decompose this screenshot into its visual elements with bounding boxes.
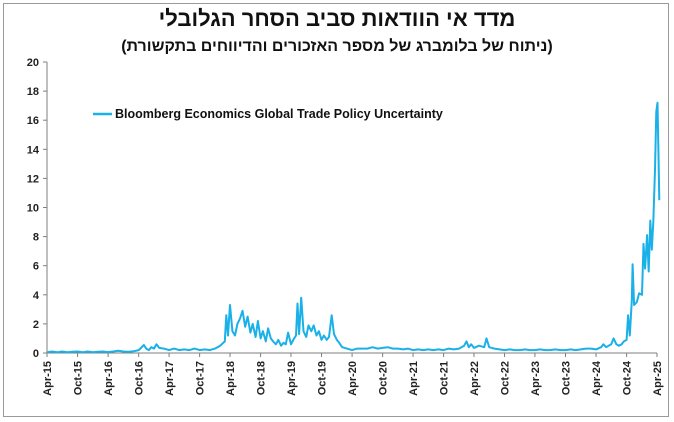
y-tick-label: 20: [27, 57, 39, 69]
x-tick-label: Apr-24: [591, 360, 603, 396]
legend: Bloomberg Economics Global Trade Policy …: [93, 107, 443, 121]
x-tick-label: Oct-16: [134, 361, 146, 395]
x-tick-label: Oct-20: [378, 361, 390, 395]
x-tick-label: Apr-16: [103, 361, 115, 396]
x-tick-label: Apr-21: [408, 361, 420, 396]
x-tick-label: Apr-17: [164, 361, 176, 396]
legend-label: Bloomberg Economics Global Trade Policy …: [115, 107, 443, 121]
x-tick-label: Oct-22: [500, 361, 512, 395]
x-tick-label: Apr-19: [286, 361, 298, 396]
y-tick-label: 10: [27, 203, 39, 215]
x-tick-label: Oct-23: [560, 361, 572, 395]
x-tick-label: Oct-24: [622, 360, 634, 395]
y-axis: 0 2 4 6 8 10 12 14 16 18 20: [27, 57, 48, 360]
y-tick-label: 4: [33, 290, 40, 302]
chart-frame: [3, 3, 669, 417]
x-tick-label: Apr-18: [225, 361, 237, 396]
x-tick-label: Oct-21: [439, 361, 451, 395]
y-tick-label: 14: [27, 144, 40, 156]
y-tick-label: 8: [33, 232, 39, 244]
y-tick-label: 16: [27, 115, 39, 127]
x-tick-label: Apr-20: [347, 361, 359, 396]
chart-subtitle: (ניתוח של בלומברג של מספר האזכורים והדיו…: [121, 38, 553, 55]
y-tick-label: 12: [27, 173, 39, 185]
y-tick-label: 2: [33, 319, 39, 331]
x-tick-label: Oct-19: [317, 361, 329, 395]
series-group: [46, 101, 661, 354]
x-tick-label: Apr-23: [530, 361, 542, 396]
series-line: [46, 101, 661, 354]
x-tick-label: Oct-18: [256, 361, 268, 395]
chart-title: מדד אי הוודאות סביב הסחר הגלובלי: [158, 6, 516, 31]
x-tick-label: Oct-15: [73, 361, 85, 395]
x-tick-label: Oct-17: [195, 361, 207, 395]
y-tick-label: 6: [33, 261, 39, 273]
x-tick-label: Apr-25: [652, 361, 664, 396]
x-tick-label: Apr-22: [469, 361, 481, 396]
y-tick-label: 0: [33, 348, 39, 360]
y-tick-label: 18: [27, 86, 39, 98]
x-axis: Apr-15 Oct-15 Apr-16 Oct-16 Apr-17 Oct-17 Apr-…: [42, 352, 664, 396]
x-tick-label: Apr-15: [42, 361, 54, 396]
